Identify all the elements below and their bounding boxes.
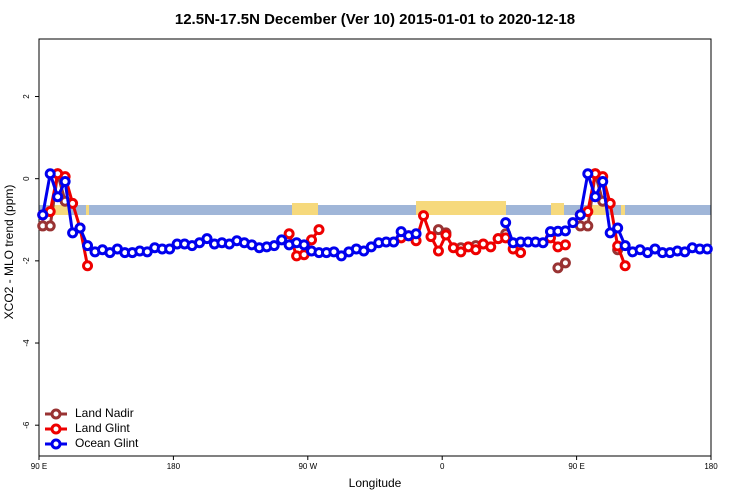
data-point bbox=[612, 222, 624, 234]
data-point bbox=[559, 257, 571, 269]
data-point bbox=[410, 228, 422, 240]
data-point bbox=[82, 240, 94, 252]
y-tick-label: -6 bbox=[22, 421, 31, 429]
data-point bbox=[44, 220, 56, 232]
data-point bbox=[500, 217, 512, 229]
data-point bbox=[589, 191, 601, 203]
data-point bbox=[418, 210, 430, 222]
legend-label: Land Nadir bbox=[75, 406, 134, 420]
x-tick-label: 180 bbox=[167, 462, 181, 471]
data-point bbox=[44, 168, 56, 180]
data-point bbox=[59, 176, 71, 188]
data-point bbox=[388, 236, 400, 248]
data-point bbox=[440, 229, 452, 241]
data-point bbox=[515, 247, 527, 259]
data-point bbox=[537, 237, 549, 249]
data-point bbox=[52, 191, 64, 203]
data-point bbox=[619, 240, 631, 252]
data-point bbox=[500, 232, 512, 244]
data-point bbox=[701, 243, 713, 255]
legend-label: Ocean Glint bbox=[75, 436, 139, 450]
y-axis-label: XCO2 - MLO trend (ppm) bbox=[2, 185, 16, 320]
data-point bbox=[552, 262, 564, 274]
data-point bbox=[425, 231, 437, 243]
legend-marker bbox=[50, 408, 62, 420]
data-point bbox=[597, 176, 609, 188]
x-tick-label: 90 W bbox=[298, 462, 317, 471]
data-point bbox=[313, 224, 325, 236]
legend-marker bbox=[50, 423, 62, 435]
legend-marker bbox=[50, 438, 62, 450]
data-point bbox=[567, 217, 579, 229]
data-point bbox=[485, 241, 497, 253]
x-tick-label: 0 bbox=[440, 462, 445, 471]
data-point bbox=[306, 234, 318, 246]
data-point bbox=[582, 220, 594, 232]
data-point bbox=[298, 239, 310, 251]
chart-title: 12.5N-17.5N December (Ver 10) 2015-01-01… bbox=[175, 11, 575, 28]
data-point bbox=[164, 243, 176, 255]
y-tick-label: 0 bbox=[22, 176, 31, 181]
data-point bbox=[276, 234, 288, 246]
data-point bbox=[559, 239, 571, 251]
data-point bbox=[283, 228, 295, 240]
data-point bbox=[582, 168, 594, 180]
data-point bbox=[74, 222, 86, 234]
x-tick-label: 90 E bbox=[31, 462, 47, 471]
data-point bbox=[574, 209, 586, 221]
y-tick-label: -2 bbox=[22, 257, 31, 265]
x-tick-label: 90 E bbox=[568, 462, 584, 471]
data-point bbox=[604, 227, 616, 239]
x-tick-label: 180 bbox=[704, 462, 718, 471]
data-point bbox=[82, 260, 94, 272]
data-point bbox=[268, 240, 280, 252]
data-point bbox=[67, 227, 79, 239]
data-point bbox=[37, 209, 49, 221]
legend-label: Land Glint bbox=[75, 421, 130, 435]
x-axis-label: Longitude bbox=[349, 476, 402, 490]
data-point bbox=[470, 244, 482, 256]
land-mask bbox=[39, 201, 711, 215]
data-point bbox=[619, 260, 631, 272]
data-point bbox=[201, 233, 213, 245]
data-point bbox=[559, 225, 571, 237]
y-tick-label: 2 bbox=[22, 94, 31, 99]
data-point bbox=[432, 245, 444, 257]
data-point bbox=[455, 246, 467, 258]
y-tick-label: -4 bbox=[22, 339, 31, 347]
